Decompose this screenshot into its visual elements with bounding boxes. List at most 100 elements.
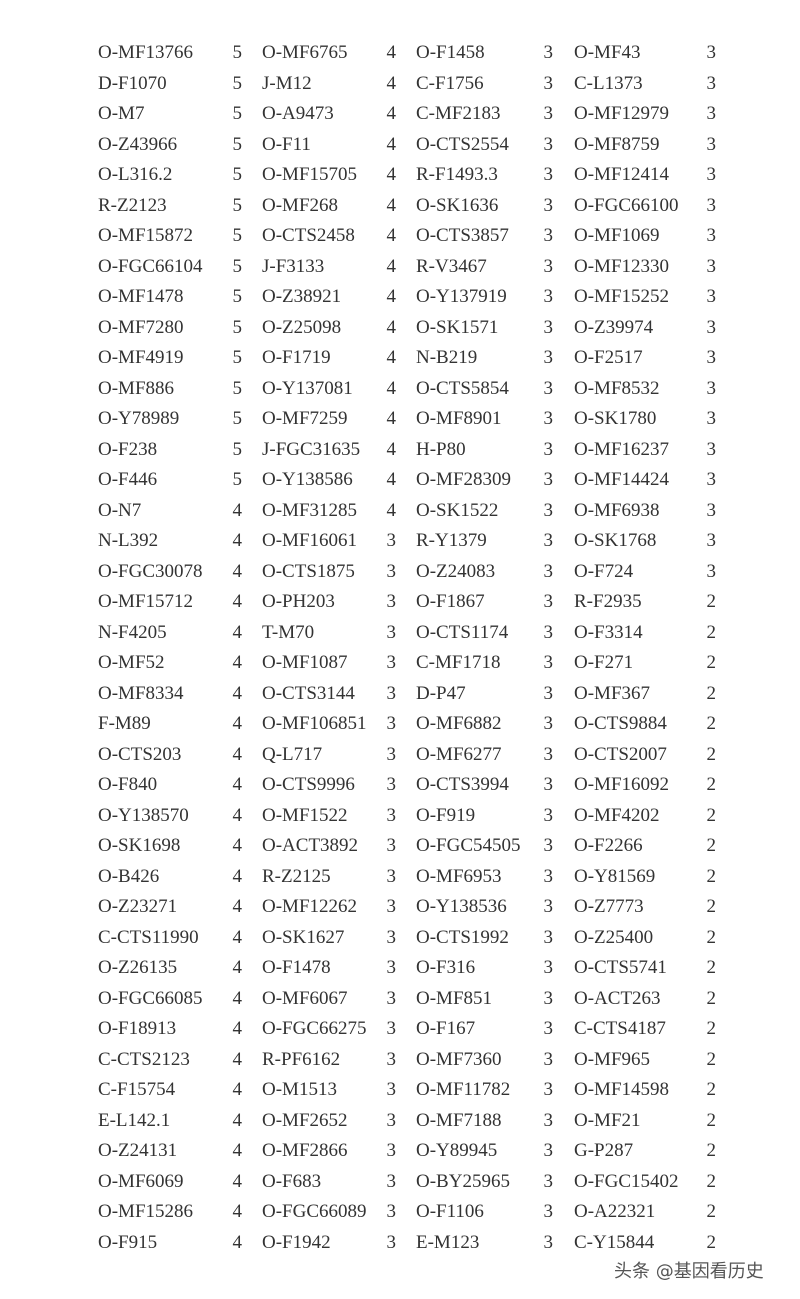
haplogroup-name: O-F1719	[262, 347, 331, 368]
haplogroup-count: 4	[232, 1170, 243, 1192]
table-row: O-M7 5 O-A9473 4 C-MF2183 3 O-MF12979 3	[0, 99, 800, 129]
haplogroup-count: 3	[706, 194, 717, 216]
haplogroup-count: 3	[543, 164, 554, 185]
haplogroup-name: O-SK1636	[416, 194, 499, 216]
haplogroup-name: O-F11	[262, 133, 311, 155]
haplogroup-name: O-SK1780	[574, 408, 657, 429]
haplogroup-name: O-F167	[416, 1018, 476, 1039]
haplogroup-count: 3	[543, 438, 554, 460]
table-row: O-Z23271 4 O-MF12262 3 O-Y138536 3 O-Z7773 2	[0, 892, 800, 922]
haplogroup-name: O-Z39974	[574, 316, 654, 338]
haplogroup-name: O-CTS3857	[416, 225, 509, 246]
table-row: O-B426 4 R-Z2125 3 O-MF6953 3 O-Y81569 2	[0, 862, 800, 892]
haplogroup-name: O-MF7280	[98, 316, 184, 338]
haplogroup-name: O-CTS9996	[262, 774, 355, 795]
haplogroup-name: O-SK1571	[416, 316, 499, 338]
haplogroup-count: 4	[232, 1201, 243, 1222]
haplogroup-name: O-MF12979	[574, 103, 670, 124]
table-row: O-MF6069 4 O-F683 3 O-BY25965 3 O-FGC15402 2	[0, 1167, 800, 1197]
haplogroup-count: 4	[232, 652, 243, 673]
haplogroup-name: O-MF21	[574, 1109, 641, 1131]
haplogroup-count: 4	[232, 713, 243, 734]
haplogroup-count: 2	[706, 1109, 717, 1131]
haplogroup-name: J-FGC31635	[262, 438, 361, 460]
haplogroup-name: O-MF7188	[416, 1109, 502, 1131]
haplogroup-name: O-Y138536	[416, 896, 507, 917]
haplogroup-count: 3	[543, 103, 554, 124]
haplogroup-count: 2	[706, 591, 717, 612]
haplogroup-count: 5	[232, 347, 243, 368]
haplogroup-name: O-F1942	[262, 1231, 331, 1253]
haplogroup-count: 3	[543, 1018, 554, 1039]
haplogroup-name: O-MF886	[98, 377, 175, 399]
haplogroup-name: O-MF6882	[416, 713, 502, 734]
haplogroup-name: J-F3133	[262, 255, 325, 277]
haplogroup-count: 3	[543, 713, 554, 734]
haplogroup-name: O-F271	[574, 652, 634, 673]
haplogroup-count: 5	[232, 194, 243, 216]
haplogroup-name: O-CTS2007	[574, 743, 667, 765]
haplogroup-count: 3	[706, 499, 717, 521]
haplogroup-name: O-MF851	[416, 987, 493, 1009]
haplogroup-name: R-F1493.3	[416, 164, 498, 185]
haplogroup-count: 3	[706, 469, 717, 490]
haplogroup-count: 3	[543, 957, 554, 978]
haplogroup-count: 2	[706, 652, 717, 673]
haplogroup-count: 4	[232, 774, 243, 795]
haplogroup-name: N-B219	[416, 347, 478, 368]
haplogroup-count: 3	[706, 316, 717, 338]
haplogroup-name: O-CTS5854	[416, 377, 509, 399]
haplogroup-count: 3	[386, 1079, 397, 1100]
haplogroup-name: O-MF1069	[574, 225, 660, 246]
haplogroup-count: 3	[386, 987, 397, 1009]
haplogroup-count: 4	[232, 957, 243, 978]
table-row: O-Z24131 4 O-MF2866 3 O-Y89945 3 G-P287 2	[0, 1136, 800, 1166]
haplogroup-count: 2	[706, 743, 717, 765]
haplogroup-count: 3	[543, 1048, 554, 1070]
haplogroup-name: C-F15754	[98, 1079, 176, 1100]
haplogroup-name: O-F2266	[574, 835, 643, 856]
haplogroup-count: 3	[543, 804, 554, 826]
haplogroup-name: O-CTS5741	[574, 957, 667, 978]
haplogroup-name: C-CTS4187	[574, 1018, 666, 1039]
haplogroup-name: O-CTS3994	[416, 774, 509, 795]
haplogroup-count: 3	[386, 957, 397, 978]
haplogroup-count: 4	[386, 225, 397, 246]
haplogroup-name: O-Z25098	[262, 316, 342, 338]
haplogroup-name: O-MF6765	[262, 42, 348, 63]
haplogroup-count: 3	[543, 682, 554, 704]
haplogroup-name: O-F724	[574, 560, 634, 582]
table-row: O-F915 4 O-F1942 3 E-M123 3 C-Y15844 2	[0, 1228, 800, 1258]
haplogroup-count: 3	[543, 774, 554, 795]
haplogroup-name: O-MF2652	[262, 1109, 348, 1131]
haplogroup-name: O-CTS203	[98, 743, 182, 765]
haplogroup-count: 4	[386, 286, 397, 307]
haplogroup-name: O-MF15712	[98, 591, 194, 612]
haplogroup-count: 5	[232, 377, 243, 399]
haplogroup-name: O-CTS9884	[574, 713, 667, 734]
haplogroup-count: 3	[386, 621, 397, 643]
haplogroup-count: 3	[543, 1079, 554, 1100]
haplogroup-count: 3	[543, 377, 554, 399]
haplogroup-count: 3	[543, 1170, 554, 1192]
haplogroup-name: O-MF7259	[262, 408, 348, 429]
haplogroup-name: O-MF367	[574, 682, 651, 704]
haplogroup-name: N-F4205	[98, 621, 167, 643]
haplogroup-name: R-PF6162	[262, 1048, 341, 1070]
haplogroup-name: C-L1373	[574, 72, 643, 94]
haplogroup-count: 5	[232, 72, 243, 94]
haplogroup-count: 4	[386, 408, 397, 429]
haplogroup-count: 3	[543, 865, 554, 887]
haplogroup-name: O-N7	[98, 499, 142, 521]
haplogroup-count: 5	[232, 438, 243, 460]
table-row: O-MF7280 5 O-Z25098 4 O-SK1571 3 O-Z39974 3	[0, 313, 800, 343]
table-row: O-MF52 4 O-MF1087 3 C-MF1718 3 O-F271 2	[0, 648, 800, 678]
haplogroup-name: O-B426	[98, 865, 160, 887]
table-row: O-FGC66104 5 J-F3133 4 R-V3467 3 O-MF12330 3	[0, 252, 800, 282]
haplogroup-count: 2	[706, 865, 717, 887]
table-row: O-Z43966 5 O-F11 4 O-CTS2554 3 O-MF8759 3	[0, 130, 800, 160]
haplogroup-name: O-A9473	[262, 103, 334, 124]
haplogroup-count: 2	[706, 926, 717, 948]
haplogroup-name: O-MF15252	[574, 286, 670, 307]
table-row: O-F18913 4 O-FGC66275 3 O-F167 3 C-CTS4187 2	[0, 1014, 800, 1044]
